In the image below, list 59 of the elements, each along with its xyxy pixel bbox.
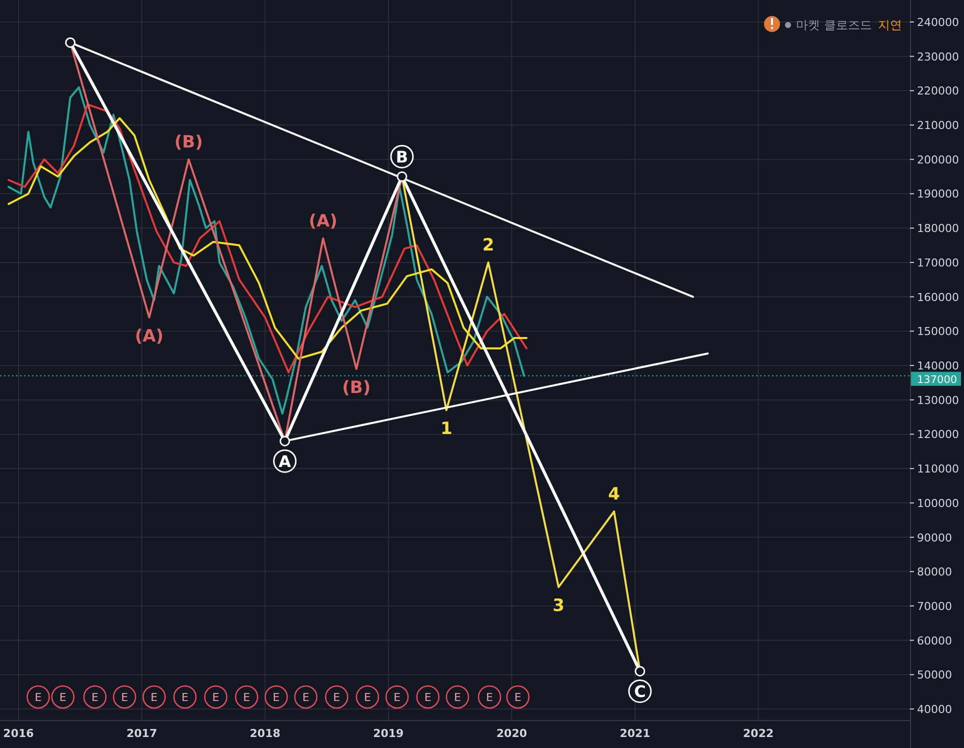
annotation: A [278,452,292,472]
annotation: E [486,690,494,704]
annotation: 3 [552,596,564,616]
annotation: (A) [308,211,338,232]
annotation: E [514,690,522,704]
annotation: 2 [482,235,494,256]
annotation: E [59,690,66,704]
annotation: 마켓 클로즈드 [796,18,872,32]
x-tick-label: 2021 [620,727,650,740]
annotation: 1 [440,419,452,440]
annotation: E [333,690,340,704]
annotation: E [243,690,250,704]
annotation: E [302,690,310,704]
annotation: 4 [608,484,620,504]
y-tick-label: 100000 [917,496,959,510]
annotation: E [121,690,128,704]
x-tick-label: 2019 [373,727,404,740]
annotation: E [272,690,280,704]
x-tick-label: 2017 [126,727,158,740]
y-tick-label: 190000 [917,188,959,201]
x-tick-label: 2016 [3,727,34,740]
y-tick-label: 80000 [917,566,952,579]
annotation: E [150,690,158,704]
y-tick-label: 170000 [917,256,959,270]
annotation: E [394,690,401,704]
annotation: E [91,690,98,704]
y-tick-label: 70000 [917,600,952,613]
annotation: E [212,690,220,704]
annotation: B [396,148,408,167]
annotation: E [424,690,432,704]
y-tick-label: 110000 [917,462,959,476]
annotation: E [364,690,371,704]
x-tick-label: 2020 [496,727,528,740]
y-tick-label: 120000 [917,428,959,442]
annotation: E [181,690,188,704]
y-tick-label: 140000 [917,359,959,372]
y-tick-label: 40000 [917,703,952,716]
annotation: C [634,682,646,702]
y-tick-label: 130000 [917,394,959,407]
y-tick-label: 210000 [917,119,959,132]
y-tick-label: 230000 [917,50,959,64]
annotation: (B) [342,378,371,398]
annotation: E [34,690,42,704]
ref-line-label: 137000 [917,374,958,386]
y-tick-label: 160000 [917,290,959,304]
y-tick-label: 180000 [917,222,959,236]
y-tick-label: 90000 [917,531,952,544]
x-tick-label: 2018 [250,727,280,740]
annotation: E [454,690,461,704]
x-tick-label: 2022 [743,727,774,740]
y-tick-label: 200000 [917,153,959,166]
y-tick-label: 240000 [917,16,959,29]
y-tick-label: 60000 [917,634,952,648]
annotation: 지연 [878,18,902,32]
y-tick-label: 50000 [917,668,952,682]
annotation: (A) [134,326,164,346]
annotation: (B) [174,132,203,152]
y-tick-label: 150000 [917,325,959,338]
y-tick-label: 220000 [917,84,959,98]
